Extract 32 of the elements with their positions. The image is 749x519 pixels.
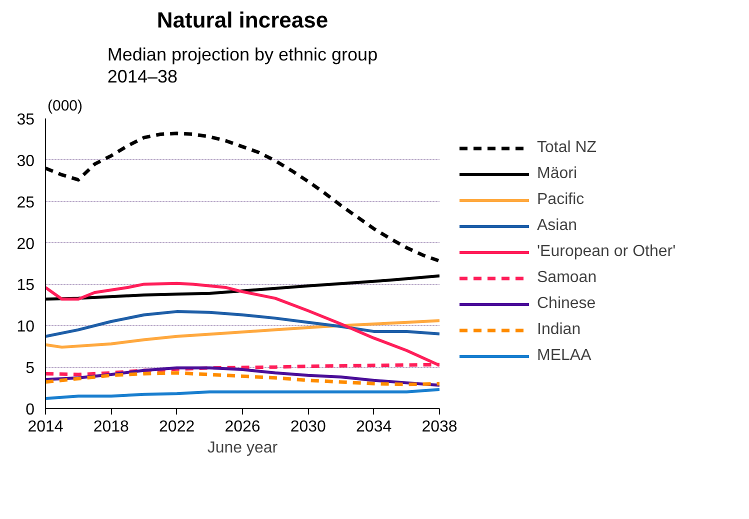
- y-tick-label: 25: [16, 194, 35, 212]
- y-tick-label: 15: [16, 277, 35, 294]
- legend-label: Asian: [537, 217, 578, 235]
- y-tick-label: 10: [16, 318, 35, 336]
- legend-label: 'European or Other': [537, 243, 676, 261]
- legend-label: Pacific: [537, 191, 584, 209]
- line-series: [46, 310, 440, 338]
- legend-label: Total NZ: [537, 139, 597, 157]
- x-tick-label: 2022: [159, 418, 195, 436]
- text: (000): [48, 98, 83, 114]
- x-tick-label: 2018: [93, 418, 130, 436]
- x-tick-label: 2026: [224, 418, 260, 436]
- chart-title: Natural increase: [156, 8, 328, 32]
- x-tick-label: 2038: [422, 418, 458, 436]
- x-tick-label: 2014: [28, 418, 64, 436]
- y-tick-label: 5: [26, 360, 35, 378]
- line-series: [46, 371, 440, 386]
- line-series: [46, 388, 440, 400]
- y-tick-label: 20: [16, 236, 35, 253]
- y-tick-label: 30: [16, 152, 35, 170]
- y-tick-label: 35: [16, 112, 35, 128]
- x-tick-label: 2034: [356, 418, 392, 436]
- legend-label: Samoan: [537, 269, 597, 287]
- y-tick-label: 0: [26, 402, 35, 418]
- line-series: [46, 319, 440, 349]
- x-axis-title: June year: [207, 440, 278, 456]
- legend-label: Indian: [537, 321, 581, 339]
- legend-label: Mäori: [537, 165, 578, 183]
- x-tick-label: 2030: [290, 418, 326, 436]
- legend-label: MELAA: [537, 347, 592, 365]
- legend-label: Chinese: [537, 295, 596, 313]
- chart-subtitle: Median projection by ethnic group 2014–38: [107, 44, 378, 86]
